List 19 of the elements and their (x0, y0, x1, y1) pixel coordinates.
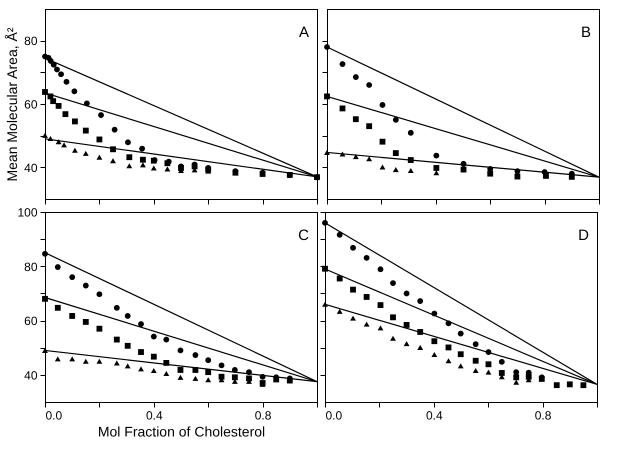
y-tick-label: 40 (24, 368, 38, 382)
y-tick-label: 100 (17, 206, 38, 220)
y-tick-label: 80 (24, 34, 38, 48)
x-tick-label: 0.4 (426, 408, 443, 422)
y-tick-label: 40 (24, 160, 38, 175)
x-tick-label: 0.0 (46, 408, 63, 422)
x-axis-title: Mol Fraction of Cholesterol (98, 424, 266, 440)
annotation: C (298, 227, 310, 244)
annotation: B (580, 24, 591, 41)
x-tick-label: 0.0 (326, 408, 343, 422)
x-tick-label: 0.8 (534, 408, 552, 422)
y-tick-label: 60 (24, 98, 38, 112)
x-tick-label: 0.4 (146, 408, 163, 422)
y-axis-title: Mean Molecular Area, Å² (4, 27, 20, 182)
annotation: D (578, 227, 590, 244)
x-tick-label: 0.8 (254, 408, 272, 422)
annotation: A (298, 24, 309, 41)
y-tick-label: 80 (24, 260, 38, 274)
y-tick-label: 60 (24, 314, 38, 328)
